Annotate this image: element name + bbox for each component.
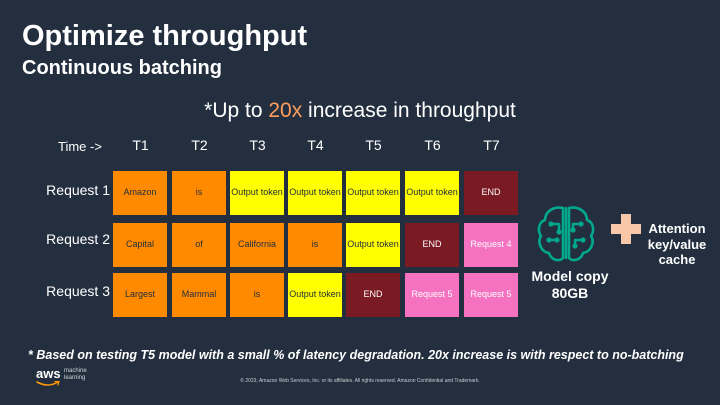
aws-logo-text: aws (36, 366, 61, 381)
headline-suffix: increase in throughput (302, 99, 516, 122)
grid-cell-r3-t2: Mammal (171, 272, 227, 318)
row-label-request-2: Request 2 (46, 231, 110, 247)
column-header-t6: T6 (424, 137, 441, 153)
row-label-request-1: Request 1 (46, 182, 110, 198)
grid-cell-r3-t7: Request 5 (463, 272, 519, 318)
grid-cell-text: Largest (124, 289, 156, 300)
cache-label-line2: key/value (647, 236, 707, 252)
grid-cell-r1-t4: Output token (287, 170, 343, 216)
column-header-t4: T4 (307, 137, 324, 153)
aws-smile-icon (36, 381, 60, 386)
aws-sub-line1: machine (64, 368, 87, 374)
grid-cell-text: Output token (231, 187, 283, 198)
grid-cell-text: Request 4 (470, 239, 512, 250)
grid-cell-text: END (422, 239, 442, 250)
column-header-t5: T5 (365, 137, 382, 153)
headline: *Up to 20x increase in throughput (0, 100, 720, 121)
footnote: * Based on testing T5 model with a small… (28, 348, 684, 362)
grid-cell-r2-t3: California (229, 222, 285, 268)
grid-cell-text: is (311, 239, 319, 250)
grid-cell-text: Request 5 (470, 289, 512, 300)
grid-cell-text: Mammal (181, 289, 217, 300)
grid-cell-text: is (195, 187, 203, 198)
grid-cell-r1-t7: END (463, 170, 519, 216)
brain-chip-icon (537, 206, 595, 262)
grid-cell-text: END (363, 289, 383, 300)
grid-cell-r3-t1: Largest (112, 272, 168, 318)
grid-cell-r3-t3: is (229, 272, 285, 318)
aws-sub-line2: learning (64, 374, 86, 381)
column-header-t2: T2 (191, 137, 208, 153)
grid-cell-text: California (237, 239, 277, 250)
slide-title: Optimize throughput (22, 20, 308, 52)
cache-label-line3: cache (658, 252, 696, 268)
grid-cell-r1-t3: Output token (229, 170, 285, 216)
grid-cell-r1-t6: Output token (404, 170, 460, 216)
grid-cell-r2-t1: Capital (112, 222, 168, 268)
grid-cell-r2-t4: is (287, 222, 343, 268)
grid-cell-r2-t7: Request 4 (463, 222, 519, 268)
grid-cell-r1-t5: Output token (345, 170, 401, 216)
column-header-t7: T7 (483, 137, 500, 153)
column-header-t3: T3 (249, 137, 266, 153)
copyright-notice: © 2023, Amazon Web Services, Inc. or its… (240, 378, 480, 384)
grid-cell-text: of (195, 239, 203, 250)
model-label-line1: Model copy (531, 268, 609, 284)
grid-cell-text: END (481, 187, 501, 198)
grid-cell-text: Output token (289, 187, 341, 198)
grid-cell-r2-t2: of (171, 222, 227, 268)
plus-icon (611, 214, 641, 244)
slide-subtitle: Continuous batching (22, 57, 222, 79)
headline-highlight: 20x (268, 99, 303, 122)
grid-cell-r1-t2: is (171, 170, 227, 216)
time-axis-label: Time -> (58, 139, 102, 154)
grid-cell-r2-t5: Output token (345, 222, 401, 268)
aws-ml-label: machine learning (64, 368, 87, 381)
model-copy-label: Model copy 80GB (520, 268, 620, 302)
grid-cell-r1-t1: Amazon (112, 170, 168, 216)
grid-cell-text: Output token (289, 289, 341, 300)
column-header-t1: T1 (132, 137, 149, 153)
grid-cell-text: Request 5 (411, 289, 453, 300)
grid-cell-r3-t5: END (345, 272, 401, 318)
headline-prefix: *Up to (204, 99, 269, 122)
grid-cell-text: is (253, 289, 261, 300)
grid-cell-r3-t6: Request 5 (404, 272, 460, 318)
grid-cell-r3-t4: Output token (287, 272, 343, 318)
grid-cell-r2-t6: END (404, 222, 460, 268)
grid-cell-text: Output token (406, 187, 458, 198)
grid-cell-text: Output token (347, 239, 399, 250)
row-label-request-3: Request 3 (46, 283, 110, 299)
cache-label: Attention key/value cache (644, 221, 710, 268)
grid-cell-text: Output token (347, 187, 399, 198)
model-label-line2: 80GB (551, 284, 589, 301)
cache-label-line1: Attention (648, 221, 706, 236)
grid-cell-text: Capital (125, 239, 154, 250)
grid-cell-text: Amazon (123, 187, 157, 198)
